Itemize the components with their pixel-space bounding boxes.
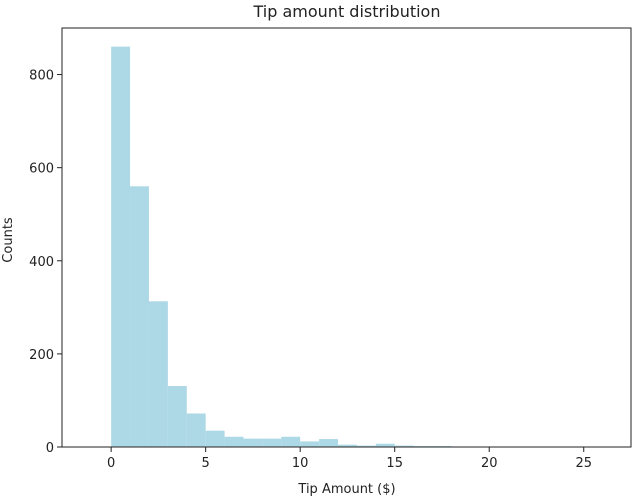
histogram-bar <box>111 47 130 447</box>
y-tick-label: 600 <box>29 162 54 177</box>
bars-layer <box>111 47 602 447</box>
histogram-bar <box>225 437 244 447</box>
chart-title: Tip amount distribution <box>253 2 441 21</box>
y-axis-label: Counts <box>1 217 16 263</box>
histogram-bar <box>168 386 187 447</box>
histogram-bar <box>206 431 225 447</box>
y-tick-label: 0 <box>46 441 54 456</box>
y-tick-label: 200 <box>29 348 54 363</box>
y-tick-label: 800 <box>29 69 54 84</box>
y-ticks: 0 200 400 600 800 <box>29 69 62 456</box>
histogram-bar <box>319 439 338 447</box>
x-axis-label: Tip Amount ($) <box>297 482 395 497</box>
x-tick-label: 25 <box>575 456 592 471</box>
y-tick-label: 400 <box>29 255 54 270</box>
x-tick-label: 0 <box>107 456 115 471</box>
histogram-bar <box>300 441 319 447</box>
x-tick-label: 10 <box>292 456 309 471</box>
histogram-bar <box>262 439 281 447</box>
histogram-bar <box>130 186 149 447</box>
histogram-bar <box>187 413 206 447</box>
histogram-bar <box>281 437 300 447</box>
x-tick-label: 20 <box>481 456 498 471</box>
histogram-bar <box>243 439 262 447</box>
x-ticks: 0 5 10 15 20 25 <box>107 447 592 471</box>
x-tick-label: 15 <box>386 456 403 471</box>
histogram-bar <box>149 301 168 447</box>
x-tick-label: 5 <box>202 456 210 471</box>
